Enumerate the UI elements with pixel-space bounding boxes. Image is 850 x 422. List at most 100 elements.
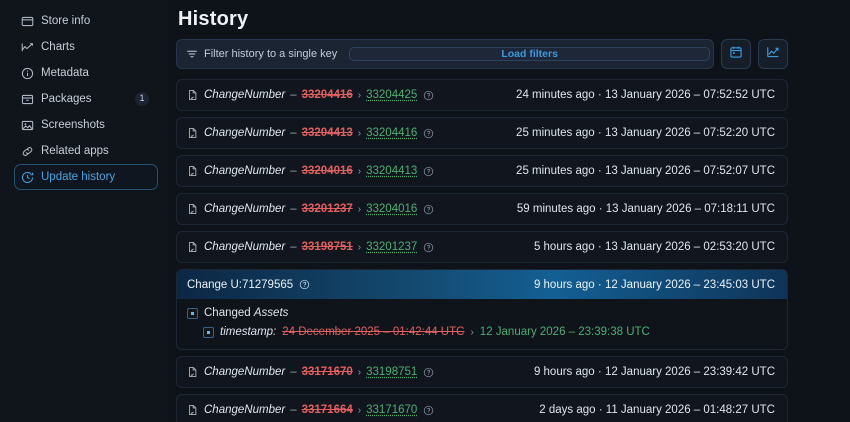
collapse-toggle-icon[interactable] — [203, 327, 214, 338]
change-key-name: ChangeNumber — [204, 241, 285, 253]
change-key-name: ChangeNumber — [204, 127, 285, 139]
sidebar-item-screenshots[interactable]: Screenshots — [14, 112, 158, 138]
changed-section-target: Assets — [254, 307, 289, 319]
history-row-time: 59 minutes ago · 13 January 2026 – 07:18… — [507, 203, 775, 215]
absolute-time: 13 January 2026 – 07:52:07 UTC — [605, 165, 775, 177]
change-file-icon — [187, 165, 199, 177]
history-row[interactable]: ChangeNumber – 33204416 › 33204425 24 mi… — [176, 79, 788, 111]
filter-toolbar: Filter history to a single key Load filt… — [176, 39, 788, 69]
absolute-time: 13 January 2026 – 02:53:20 UTC — [605, 241, 775, 253]
old-value: 33204413 — [302, 127, 353, 139]
sidebar-item-related-apps[interactable]: Related apps — [14, 138, 158, 164]
history-row-summary: ChangeNumber – 33204016 › 33204413 — [187, 165, 506, 177]
arrow-icon: › — [358, 128, 361, 139]
collapse-toggle-icon[interactable] — [187, 308, 198, 319]
sidebar-item-label: Update history — [41, 170, 151, 184]
line-chart-icon — [766, 45, 780, 64]
packages-count-badge: 1 — [135, 92, 149, 106]
time-separator: · — [598, 241, 602, 253]
change-block-header[interactable]: Change U:71279565 9 hours ago · 12 Janua… — [177, 270, 787, 299]
history-row-summary: ChangeNumber – 33201237 › 33204016 — [187, 203, 507, 215]
help-circle-icon[interactable] — [423, 128, 434, 139]
change-key-name: ChangeNumber — [204, 89, 285, 101]
change-file-icon — [187, 241, 199, 253]
new-value: 33204413 — [366, 165, 417, 177]
filter-label-group: Filter history to a single key — [177, 48, 346, 60]
chart-button[interactable] — [758, 39, 788, 69]
change-file-icon — [187, 203, 199, 215]
change-file-icon — [187, 89, 199, 101]
history-list: ChangeNumber – 33204416 › 33204425 24 mi… — [176, 79, 788, 422]
separator-dash: – — [290, 127, 296, 139]
arrow-icon: › — [358, 242, 361, 253]
history-row[interactable]: ChangeNumber – 33204016 › 33204413 25 mi… — [176, 155, 788, 187]
absolute-time: 13 January 2026 – 07:18:11 UTC — [606, 203, 775, 215]
sidebar-item-charts[interactable]: Charts — [14, 34, 158, 60]
absolute-time: 11 January 2026 – 01:48:27 UTC — [606, 404, 775, 416]
help-circle-icon[interactable] — [423, 204, 434, 215]
arrow-icon: › — [358, 367, 361, 378]
property-new-value: 12 January 2026 – 23:39:38 UTC — [480, 324, 650, 341]
new-value: 33171670 — [366, 404, 417, 416]
image-icon — [21, 119, 34, 132]
sidebar-item-metadata[interactable]: Metadata — [14, 60, 158, 86]
history-row[interactable]: ChangeNumber – 33201237 › 33204016 59 mi… — [176, 193, 788, 225]
separator-dash: – — [290, 165, 296, 177]
absolute-time: 13 January 2026 – 07:52:20 UTC — [605, 127, 775, 139]
change-block-body: Changed Assets timestamp: 24 December 20… — [177, 299, 787, 349]
time-separator: · — [598, 366, 602, 378]
property-name: timestamp: — [220, 324, 276, 341]
sidebar-item-label: Store info — [41, 14, 151, 28]
time-separator: · — [598, 127, 602, 139]
calendar-button[interactable] — [721, 39, 751, 69]
old-value: 33204016 — [302, 165, 353, 177]
change-block-title: Change U:71279565 — [187, 279, 293, 291]
change-key-name: ChangeNumber — [204, 404, 285, 416]
history-row[interactable]: ChangeNumber – 33204413 › 33204416 25 mi… — [176, 117, 788, 149]
time-separator: · — [599, 203, 603, 215]
separator-dash: – — [290, 203, 296, 215]
help-circle-icon[interactable] — [423, 367, 434, 378]
packages-icon — [21, 93, 34, 106]
old-value: 33204416 — [302, 89, 353, 101]
help-circle-icon[interactable] — [299, 279, 310, 290]
help-circle-icon[interactable] — [423, 90, 434, 101]
funnel-icon — [186, 48, 198, 60]
history-row-summary: ChangeNumber – 33204413 › 33204416 — [187, 127, 506, 139]
arrow-icon: › — [358, 405, 361, 416]
history-row[interactable]: ChangeNumber – 33171670 › 33198751 9 hou… — [176, 356, 788, 388]
sidebar-item-label: Screenshots — [41, 118, 151, 132]
load-filters-button[interactable]: Load filters — [349, 47, 710, 61]
relative-time: 9 hours ago — [534, 279, 595, 291]
sidebar-item-update-history[interactable]: Update history — [14, 164, 158, 190]
history-row[interactable]: ChangeNumber – 33198751 › 33201237 5 hou… — [176, 231, 788, 263]
arrow-icon: › — [358, 166, 361, 177]
separator-dash: – — [290, 89, 296, 101]
info-circle-icon — [21, 67, 34, 80]
help-circle-icon[interactable] — [423, 166, 434, 177]
history-row-summary: ChangeNumber – 33171670 › 33198751 — [187, 366, 524, 378]
sidebar: Store info Charts Metadata — [0, 0, 168, 422]
history-filter-field[interactable]: Filter history to a single key Load filt… — [176, 39, 714, 69]
page-title: History — [178, 8, 788, 31]
sidebar-item-packages[interactable]: Packages 1 — [14, 86, 158, 112]
help-circle-icon[interactable] — [423, 405, 434, 416]
sidebar-item-store-info[interactable]: Store info — [14, 8, 158, 34]
app-window: Store info Charts Metadata — [0, 0, 850, 422]
history-row-summary: ChangeNumber – 33204416 › 33204425 — [187, 89, 506, 101]
sidebar-item-label: Packages — [41, 92, 128, 106]
history-row-summary: ChangeNumber – 33198751 › 33201237 — [187, 241, 524, 253]
history-row[interactable]: ChangeNumber – 33171664 › 33171670 2 day… — [176, 394, 788, 422]
old-value: 33198751 — [302, 241, 353, 253]
sidebar-item-label: Metadata — [41, 66, 151, 80]
old-value: 33201237 — [302, 203, 353, 215]
changed-section: Changed Assets — [187, 305, 777, 322]
time-separator: · — [598, 89, 602, 101]
new-value: 33201237 — [366, 241, 417, 253]
link-icon — [21, 145, 34, 158]
time-separator: · — [598, 279, 602, 291]
help-circle-icon[interactable] — [423, 242, 434, 253]
time-separator: · — [599, 404, 603, 416]
change-key-name: ChangeNumber — [204, 203, 285, 215]
arrow-icon: › — [470, 324, 473, 341]
